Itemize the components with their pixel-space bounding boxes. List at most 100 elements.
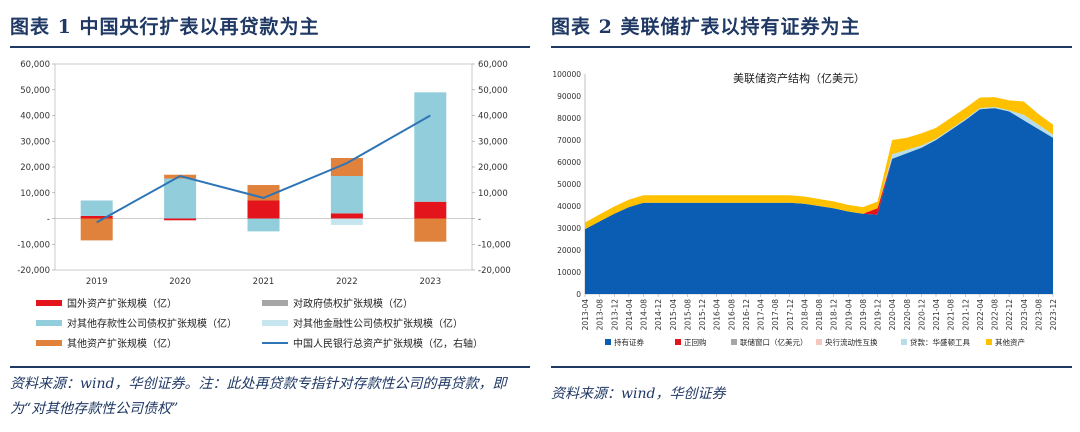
x-tick-label: 2023 [419, 277, 441, 287]
legend-label: 央行流动性互换 [825, 337, 878, 347]
legend-swatch [675, 339, 681, 345]
legend-label: 正回购 [684, 337, 707, 347]
x-tick-label: 2019-12 [874, 299, 883, 331]
legend-swatch [262, 320, 288, 326]
bar-segment [247, 218, 280, 232]
y-tick-label: 60,000 [20, 60, 50, 70]
y2-tick-label: 30,000 [478, 137, 508, 147]
x-tick-label: 2016-08 [727, 299, 736, 331]
bar-segment [414, 201, 447, 219]
x-tick-label: 2020-08 [903, 299, 912, 331]
right-panel: 图表 2 美联储扩表以持有证券为主 美联储资产结构（亿美元） 0 10000 2000… [545, 0, 1080, 432]
x-tick-label: 2023-12 [1049, 299, 1058, 331]
x-tick-label: 2020-12 [917, 299, 926, 331]
x-tick-label: 2022 [336, 277, 358, 287]
figure-1-title: 图表 1 中国央行扩表以再贷款为主 [10, 16, 320, 38]
legend-label: 对政府债权扩张规模（亿） [293, 297, 413, 310]
x-tick-label: 2014-12 [654, 299, 663, 331]
legend-swatch [36, 300, 62, 306]
legend-label: 对其他金融性公司债权扩张规模（亿） [293, 317, 463, 330]
x-tick-label: 2021-04 [932, 299, 941, 331]
y-tick-label: 100000 [552, 70, 581, 79]
title-rule [10, 46, 530, 48]
x-tick-label: 2017-04 [757, 299, 766, 331]
legend-label: 其他资产扩张规模（亿） [67, 337, 177, 350]
y2-tick-label: 40,000 [478, 112, 508, 122]
x-tick-label: 2013-04 [581, 299, 590, 331]
y2-tick-label: 10,000 [478, 189, 508, 199]
x-tick-label: 2021-12 [961, 299, 970, 331]
bar-segment [330, 176, 363, 214]
bar-segment [247, 200, 280, 219]
y-tick-label: 30,000 [20, 137, 50, 147]
legend-label: 国外资产扩张规模（亿） [67, 297, 177, 310]
y2-tick-label: 60,000 [478, 60, 508, 70]
bar-segment [80, 218, 113, 241]
legend-swatch [262, 300, 288, 306]
left-panel: 图表 1 中国央行扩表以再贷款为主 -20,000 -10,000-10,000 2… [0, 0, 530, 432]
y-tick-label: 10,000 [20, 189, 50, 199]
legend-swatch [901, 339, 907, 345]
x-tick-label: 2019 [86, 277, 108, 287]
area-series [585, 108, 1053, 294]
y-tick-label: 20,000 [20, 163, 50, 173]
legend-label: 贷款：华盛顿工具 [910, 337, 970, 347]
y-tick-label: 20000 [557, 246, 581, 255]
x-tick-label: 2022-12 [1005, 299, 1014, 331]
x-tick-label: 2019-04 [844, 299, 853, 331]
x-tick-label: 2018-08 [815, 299, 824, 331]
bar-segment [80, 215, 113, 219]
legend-swatch [816, 339, 822, 345]
y-tick-label: 10000 [557, 268, 581, 277]
x-tick-label: 2019-08 [859, 299, 868, 331]
x-tick-label: 2017-12 [786, 299, 795, 331]
legend-swatch [36, 320, 62, 326]
y2-tick-label: 20,000 [478, 163, 508, 173]
chart-1: -20,000-10,000-10,00020,00030,00040,0005… [17, 60, 511, 350]
legend-swatch [731, 339, 737, 345]
y-tick-label: 50,000 [20, 86, 50, 96]
x-tick-label: 2014-08 [640, 299, 649, 331]
y-tick-label: -10,000 [17, 240, 50, 250]
y-tick-label: 0 [576, 290, 581, 299]
legend-label: 中国人民银行总资产扩张规模（亿，右轴） [293, 337, 483, 350]
y-tick-label: 80000 [557, 114, 581, 123]
figure-2-title: 图表 2 美联储扩表以持有证券为主 [551, 16, 861, 38]
legend-swatch [605, 339, 611, 345]
x-tick-label: 2017-08 [771, 299, 780, 331]
figure-1-source: 资料来源：wind，华创证券。注：此处再贷款专指针对存款性公司的再贷款，即为“对… [10, 376, 507, 417]
x-tick-label: 2021 [253, 277, 275, 287]
legend-label: 持有证券 [614, 337, 644, 347]
y2-tick-label: - [478, 215, 481, 225]
x-tick-label: 2013-12 [610, 299, 619, 331]
y-tick-label: 70000 [557, 136, 581, 145]
y-tick-label: 50000 [557, 180, 581, 189]
y-tick-label: 30000 [557, 224, 581, 233]
y-tick-label: 40000 [557, 202, 581, 211]
chart-2-title: 美联储资产结构（亿美元） [733, 71, 865, 85]
x-tick-label: 2018-04 [800, 299, 809, 331]
bar-segment [414, 92, 447, 202]
x-tick-label: 2020-04 [888, 299, 897, 331]
title-rule [551, 46, 1072, 48]
legend-label: 联储窗口（亿美元） [740, 337, 808, 347]
x-tick-label: 2014-04 [625, 299, 634, 331]
y2-tick-label: -20,000 [478, 266, 511, 276]
y2-tick-label: -10,000 [478, 240, 511, 250]
bar-segment [414, 218, 447, 242]
x-tick-label: 2015-08 [683, 299, 692, 331]
x-tick-label: 2015-04 [669, 299, 678, 331]
x-tick-label: 2016-04 [713, 299, 722, 331]
x-tick-label: 2013-08 [596, 299, 605, 331]
legend-label: 对其他存款性公司债权扩张规模（亿） [67, 317, 237, 330]
y-tick-label: - [47, 215, 50, 225]
y-tick-label: 40,000 [20, 112, 50, 122]
legend-label: 其他资产 [995, 337, 1025, 347]
source-rule [10, 366, 530, 368]
x-tick-label: 2021-08 [947, 299, 956, 331]
plot-frame [54, 63, 473, 271]
x-tick-label: 2023-08 [1034, 299, 1043, 331]
x-tick-label: 2020 [169, 277, 191, 287]
area-series [585, 97, 1053, 230]
bar-segment [164, 178, 197, 219]
